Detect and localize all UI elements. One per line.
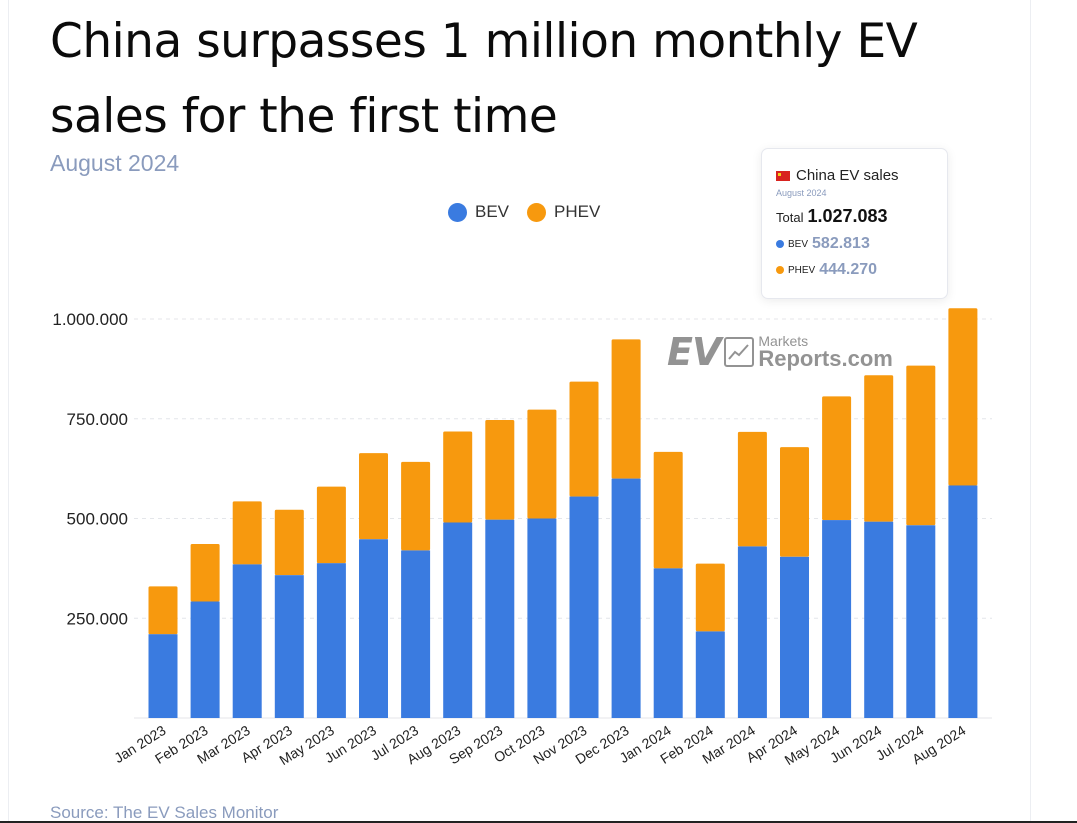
tooltip-title-row: China EV sales: [776, 167, 933, 184]
tooltip-total-row: Total 1.027.083: [776, 206, 933, 227]
source-note: Source: The EV Sales Monitor: [50, 803, 279, 822]
tooltip-date: August 2024: [776, 188, 827, 198]
bar-bev: [569, 496, 599, 718]
bar-phev: [695, 563, 725, 632]
bar-bev: [948, 485, 978, 718]
tooltip-bev-label: BEV: [788, 238, 809, 250]
bar-bev: [485, 519, 515, 718]
chart-legend: BEV PHEV: [448, 202, 600, 222]
legend-label-bev: BEV: [475, 202, 510, 221]
chart-title: China surpasses 1 million monthly EV sal…: [50, 14, 918, 144]
bar-phev: [864, 375, 894, 522]
bar-bev: [359, 539, 388, 718]
bev-dot-icon: [776, 240, 784, 248]
bar-phev: [485, 419, 515, 520]
chart-subtitle: August 2024: [50, 150, 180, 176]
bar-phev: [190, 544, 220, 602]
bar-phev: [316, 486, 346, 564]
tooltip-title: China EV sales: [796, 167, 899, 184]
bar-phev: [822, 396, 852, 521]
bar-phev: [569, 381, 599, 497]
bar-bev: [737, 546, 767, 718]
bar-bev: [148, 634, 178, 718]
y-tick-label: 750.000: [67, 410, 128, 429]
bar-phev: [359, 453, 388, 540]
bar-phev: [948, 308, 978, 486]
frame-border-right: [1030, 0, 1031, 823]
frame-border-left: [8, 0, 9, 823]
tooltip-total-label: Total: [776, 210, 804, 225]
y-tick-label: 1.000.000: [52, 310, 128, 329]
tooltip-phev-value: 444.270: [819, 261, 878, 278]
legend-swatch-bev: [448, 202, 467, 222]
watermark-reports: Reports.com: [758, 346, 893, 371]
bar-bev: [906, 525, 936, 718]
legend-label-phev: PHEV: [554, 202, 601, 221]
bar-bev: [653, 568, 683, 718]
bottom-border: [0, 821, 1077, 823]
tooltip-phev-row: PHEV 444.270: [776, 261, 933, 279]
legend-item-bev[interactable]: BEV: [448, 202, 509, 222]
bar-bev: [780, 556, 809, 718]
bar-bev: [864, 521, 894, 718]
bar-phev: [232, 501, 262, 565]
bar-bev: [527, 518, 557, 718]
chart-trend-icon: [724, 337, 755, 367]
watermark-text: Markets Reports.com: [758, 334, 892, 370]
tooltip-bev-row: BEV 582.813: [776, 235, 933, 253]
bar-phev: [443, 431, 473, 523]
bar-phev: [906, 365, 936, 526]
legend-item-phev[interactable]: PHEV: [527, 202, 600, 222]
watermark-markets: Markets: [758, 333, 809, 349]
phev-dot-icon: [776, 266, 784, 274]
bar-bev: [695, 631, 725, 718]
bar-phev: [611, 339, 641, 479]
bar-phev: [527, 409, 557, 519]
bar-bev: [822, 520, 852, 718]
bar-bev: [274, 575, 304, 718]
watermark-ev-text: EV: [667, 330, 721, 374]
bar-phev: [148, 586, 178, 635]
tooltip-bev-value: 582.813: [812, 235, 870, 252]
tooltip-phev-label: PHEV: [788, 264, 816, 276]
bar-phev: [274, 509, 304, 576]
y-tick-label: 500.000: [67, 510, 128, 529]
bar-phev: [401, 461, 431, 551]
bar-bev: [316, 563, 346, 718]
bar-phev: [737, 431, 767, 547]
china-flag-icon: [776, 170, 790, 181]
bar-bev: [443, 522, 473, 718]
y-tick-label: 250.000: [67, 609, 128, 628]
legend-swatch-phev: [527, 202, 547, 222]
chart-tooltip: China EV sales August 2024 Total 1.027.0…: [761, 148, 948, 299]
bar-bev: [611, 478, 641, 718]
bar-bev: [232, 564, 262, 718]
tooltip-total-value: 1.027.083: [807, 206, 888, 226]
evmarketsreports-watermark: EV Markets Reports.com: [667, 330, 893, 374]
bar-phev: [780, 447, 809, 557]
bar-bev: [190, 601, 220, 718]
bar-bev: [401, 550, 431, 718]
bar-phev: [653, 451, 683, 569]
